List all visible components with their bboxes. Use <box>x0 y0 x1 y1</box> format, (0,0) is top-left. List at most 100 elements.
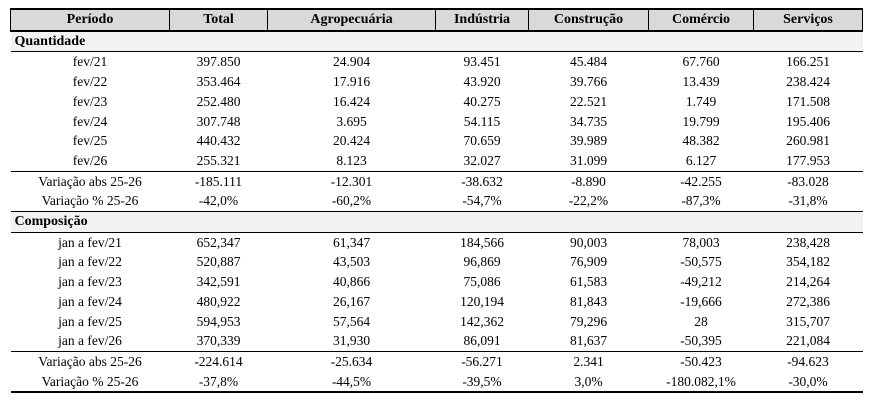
value-cell: 67.760 <box>682 54 720 70</box>
value-cell: 19.799 <box>682 113 720 129</box>
value-cell: 31,930 <box>267 331 436 352</box>
data-row: fev/23 252.480 16.424 40.275 22.521 1.749 171.… <box>11 92 863 112</box>
value-cell: -37,8% <box>169 371 268 394</box>
value-cell: 45.484 <box>569 54 608 70</box>
value-cell: -56.271 <box>461 353 503 369</box>
value-cell: 31.099 <box>528 150 649 172</box>
data-row: jan a fev/22 520,887 43,503 96,869 76,909 -50… <box>11 252 863 272</box>
value-cell: -30,0% <box>753 371 863 394</box>
column-header: Construção <box>528 8 649 32</box>
value-cell: 652,347 <box>196 234 241 250</box>
value-cell: 43,503 <box>332 254 371 270</box>
value-cell: 315,707 <box>786 313 830 329</box>
value-cell: 39.766 <box>569 74 608 90</box>
value-cell: -8.890 <box>571 173 606 189</box>
value-cell: -54,7% <box>435 191 529 213</box>
value-cell: 166.251 <box>786 54 830 70</box>
value-cell: 70.659 <box>463 133 501 149</box>
value-cell: 90,003 <box>569 234 608 250</box>
value-cell: 480,922 <box>196 293 241 309</box>
value-cell: -31,8% <box>753 191 863 213</box>
section-row: Quantidade <box>10 30 863 53</box>
data-row: fev/24 307.748 3.695 54.115 34.735 19.799 195.… <box>11 112 863 132</box>
period-cell: fev/26 <box>10 150 170 172</box>
value-cell: -25.634 <box>330 353 373 369</box>
period-cell: fev/23 <box>72 93 108 109</box>
data-row: fev/25 440.432 20.424 70.659 39.989 48.382 260… <box>11 131 863 151</box>
value-cell: 342,591 <box>196 274 241 290</box>
value-cell: 238.424 <box>786 74 830 90</box>
column-header: Indústria <box>435 8 529 32</box>
value-cell: 61,583 <box>569 274 608 290</box>
value-cell: 397.850 <box>196 54 241 70</box>
value-cell: -83.028 <box>787 173 829 189</box>
value-cell: 48.382 <box>682 133 720 149</box>
value-cell: 81,843 <box>569 293 608 309</box>
section-label: Quantidade <box>10 30 863 53</box>
period-cell: jan a fev/24 <box>58 293 122 309</box>
period-cell: jan a fev/25 <box>58 313 122 329</box>
value-cell: -87,3% <box>648 191 754 213</box>
data-row: fev/22 353.464 17.916 43.920 39.766 13.439 238… <box>11 72 863 92</box>
value-cell: -50,395 <box>648 331 754 352</box>
period-cell: jan a fev/21 <box>58 234 122 250</box>
data-row: jan a fev/24 480,922 26,167 120,194 81,843 -1… <box>11 292 863 312</box>
period-cell: fev/22 <box>72 74 108 90</box>
value-cell: -50.423 <box>680 353 722 369</box>
value-cell: 20.424 <box>332 133 371 149</box>
value-cell: 354,182 <box>786 254 830 270</box>
period-cell: Variação abs 25-26 <box>38 173 142 189</box>
period-cell: Variação % 25-26 <box>10 371 170 394</box>
value-cell: 184,566 <box>460 234 504 250</box>
value-cell: 171.508 <box>786 93 830 109</box>
value-cell: -42.255 <box>680 173 722 189</box>
value-cell: 76,909 <box>569 254 608 270</box>
value-cell: 40.275 <box>463 93 501 109</box>
value-cell: 28 <box>694 313 708 329</box>
value-cell: -12.301 <box>330 173 373 189</box>
column-header: Serviços <box>753 8 863 32</box>
value-cell: -185.111 <box>194 173 243 189</box>
period-cell: jan a fev/26 <box>10 331 170 352</box>
value-cell: -60,2% <box>267 191 436 213</box>
summary-row: Variação % 25-26 -37,8% -44,5% -39,5% 3,0% -1… <box>10 371 863 394</box>
value-cell: 594,953 <box>196 313 241 329</box>
value-cell: -49,212 <box>680 274 722 290</box>
value-cell: 255.321 <box>169 150 268 172</box>
column-header: Total <box>169 8 268 32</box>
value-cell: 13.439 <box>682 74 720 90</box>
value-cell: -22,2% <box>528 191 649 213</box>
value-cell: 57,564 <box>332 313 371 329</box>
value-cell: 79,296 <box>569 313 608 329</box>
data-row: fev/26 255.321 8.123 32.027 31.099 6.127 177.9… <box>10 150 863 172</box>
value-cell: 142,362 <box>460 313 504 329</box>
value-cell: 370,339 <box>169 331 268 352</box>
value-cell: -50,575 <box>680 254 722 270</box>
value-cell: 40,866 <box>332 274 371 290</box>
value-cell: -44,5% <box>267 371 436 394</box>
value-cell: 3,0% <box>528 371 649 394</box>
period-cell: jan a fev/22 <box>58 254 122 270</box>
summary-row: Variação abs 25-26 -224.614 -25.634 -56.271… <box>11 351 863 371</box>
period-cell: fev/24 <box>72 113 108 129</box>
value-cell: 353.464 <box>196 74 241 90</box>
data-row: fev/21 397.850 24.904 93.451 45.484 67.760 166… <box>11 52 863 72</box>
column-header: Período <box>10 8 170 32</box>
data-row: jan a fev/23 342,591 40,866 75,086 61,583 -49… <box>11 272 863 292</box>
column-header: Agropecuária <box>267 8 436 32</box>
period-cell: Variação abs 25-26 <box>38 353 142 369</box>
period-cell: Variação % 25-26 <box>10 191 170 213</box>
value-cell: 26,167 <box>332 293 371 309</box>
value-cell: 78,003 <box>682 234 720 250</box>
value-cell: 54.115 <box>463 113 501 129</box>
period-cell: fev/21 <box>72 54 108 70</box>
value-cell: -39,5% <box>435 371 529 394</box>
value-cell: 8.123 <box>267 150 436 172</box>
value-cell: 221,084 <box>753 331 863 352</box>
data-row: jan a fev/25 594,953 57,564 142,362 79,296 28… <box>11 312 863 332</box>
value-cell: 32.027 <box>435 150 529 172</box>
value-cell: 2.341 <box>573 353 604 369</box>
value-cell: 272,386 <box>786 293 830 309</box>
value-cell: -19,666 <box>680 293 722 309</box>
data-table: Período Total Agropecuária Indústria Constru… <box>10 8 863 394</box>
